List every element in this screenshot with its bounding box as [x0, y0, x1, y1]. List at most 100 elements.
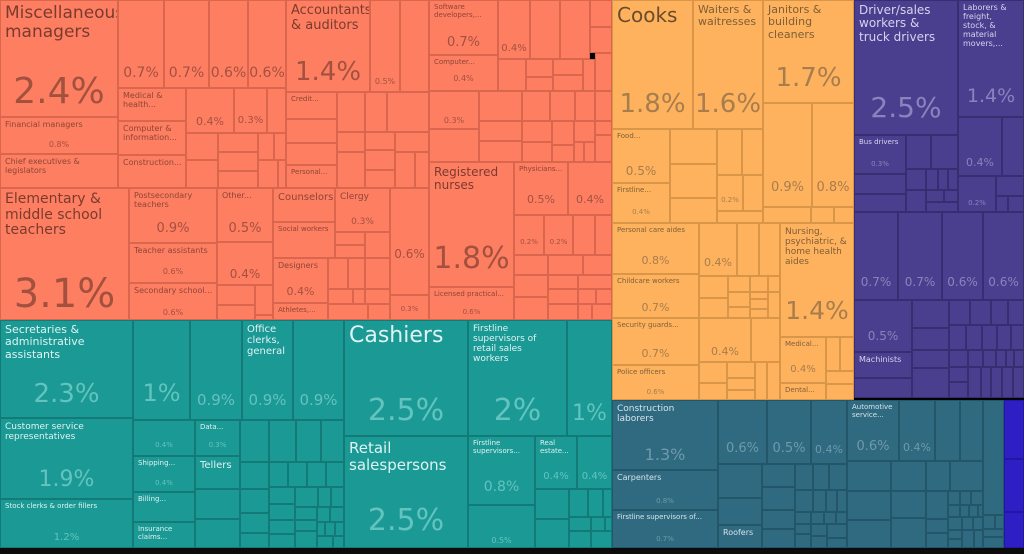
treemap-cell[interactable] — [522, 142, 552, 162]
treemap-cell[interactable] — [912, 368, 949, 398]
treemap-cell[interactable] — [826, 371, 854, 384]
treemap-cell-childcare-workers[interactable]: Childcare workers 0.7% — [612, 274, 699, 318]
treemap-cell[interactable] — [578, 289, 596, 304]
treemap-cell[interactable] — [762, 529, 795, 548]
treemap-cell[interactable] — [590, 27, 612, 53]
treemap-cell[interactable] — [326, 462, 344, 487]
treemap-cell[interactable] — [328, 289, 353, 304]
treemap-cell[interactable] — [948, 491, 960, 505]
treemap-cell[interactable] — [365, 232, 390, 258]
treemap-cell[interactable]: 0.2% — [544, 215, 573, 255]
treemap-cell[interactable] — [948, 517, 962, 530]
treemap-cell[interactable] — [854, 174, 906, 194]
treemap-cell[interactable]: 0.6% — [248, 0, 286, 88]
treemap-cell[interactable] — [574, 121, 595, 142]
treemap-cell[interactable] — [592, 304, 612, 320]
treemap-cell[interactable] — [950, 461, 983, 491]
treemap-cell[interactable] — [269, 420, 296, 462]
treemap-cell[interactable] — [699, 298, 728, 318]
treemap-cell[interactable] — [328, 258, 348, 289]
treemap-cell[interactable] — [255, 315, 273, 320]
treemap-cell[interactable] — [983, 400, 1004, 515]
treemap-cell[interactable] — [1006, 350, 1014, 367]
treemap-cell[interactable]: 0.4% — [217, 242, 273, 285]
treemap-cell[interactable] — [317, 536, 333, 548]
treemap-cell[interactable]: 0.6% — [390, 188, 429, 295]
treemap-cell[interactable] — [479, 141, 522, 162]
treemap-cell[interactable] — [974, 530, 983, 548]
treemap-cell[interactable]: 0.9% — [190, 320, 242, 420]
treemap-cell-registered-nurses[interactable]: Registered nurses 1.8% — [429, 162, 514, 287]
treemap-cell[interactable] — [348, 258, 365, 289]
treemap-cell[interactable] — [240, 513, 269, 533]
treemap-cell[interactable] — [948, 505, 960, 517]
treemap-cell-credit[interactable]: Credit... — [286, 92, 337, 119]
treemap-cell[interactable] — [755, 362, 767, 400]
treemap-cell-postsecondary-teachers[interactable]: Postsecondary teachers 0.9% — [129, 188, 217, 243]
treemap-cell[interactable] — [983, 515, 995, 529]
treemap-cell[interactable] — [267, 88, 286, 133]
treemap-cell[interactable] — [328, 304, 368, 320]
treemap-cell[interactable] — [962, 530, 974, 548]
treemap-cell[interactable] — [365, 132, 395, 150]
treemap-cell[interactable] — [824, 512, 836, 524]
treemap-cell[interactable]: 0.7% — [118, 0, 164, 88]
treemap-cell[interactable] — [926, 169, 938, 190]
treemap-cell-automotive-service[interactable]: Automotive service... 0.6% — [847, 400, 899, 461]
treemap-cell-machinists[interactable]: Machinists — [854, 352, 912, 378]
treemap-cell-real-estate[interactable]: Real estate... 0.4% — [535, 436, 577, 489]
treemap-cell[interactable] — [981, 367, 991, 398]
treemap-cell[interactable] — [365, 150, 395, 170]
treemap-cell[interactable] — [811, 207, 834, 223]
treemap-cell[interactable] — [255, 285, 273, 315]
treemap-cell[interactable] — [218, 152, 258, 171]
treemap-cell[interactable] — [699, 362, 727, 383]
treemap-cell[interactable] — [1008, 300, 1024, 325]
treemap-cell-firstline[interactable]: Firstline... 0.4% — [612, 183, 670, 223]
treemap-cell[interactable] — [906, 169, 926, 190]
treemap-cell[interactable] — [968, 367, 981, 398]
treemap-cell[interactable]: 0.2% — [958, 176, 996, 212]
treemap-cell[interactable] — [750, 276, 768, 292]
treemap-cell-teacher-assistants[interactable]: Teacher assistants 0.6% — [129, 243, 217, 283]
treemap-cell[interactable]: 1% — [567, 320, 612, 436]
treemap-cell-designers[interactable]: Designers 0.4% — [273, 258, 328, 303]
treemap-cell[interactable] — [605, 517, 612, 531]
treemap-cell[interactable] — [575, 91, 595, 121]
treemap-cell[interactable] — [912, 300, 949, 328]
treemap-cell-computer[interactable]: Computer... 0.4% — [429, 55, 498, 91]
treemap-cell[interactable] — [330, 507, 344, 522]
treemap-cell[interactable] — [670, 164, 717, 198]
treemap-cell[interactable] — [962, 517, 973, 530]
treemap-cell[interactable] — [317, 507, 330, 522]
treemap-cell-retail-salespersons[interactable]: Retail salespersons 2.5% — [344, 436, 468, 548]
treemap-cell[interactable] — [906, 190, 926, 212]
treemap-cell[interactable] — [590, 0, 612, 27]
treemap-cell[interactable] — [795, 464, 813, 490]
treemap-cell-elementary-middle-school-teachers[interactable]: Elementary & middle school teachers 3.1% — [0, 188, 129, 320]
treemap-cell[interactable]: 0.4% — [498, 0, 530, 59]
treemap-cell[interactable] — [983, 350, 996, 367]
treemap-cell[interactable] — [891, 491, 926, 518]
treemap-cell[interactable] — [218, 133, 258, 152]
treemap-cell[interactable] — [949, 325, 966, 350]
treemap-cell[interactable] — [335, 232, 365, 245]
treemap-cell[interactable] — [891, 461, 926, 491]
treemap-cell[interactable] — [387, 92, 429, 132]
treemap-cell[interactable] — [944, 190, 958, 202]
treemap-cell-tellers[interactable]: Tellers — [195, 456, 240, 489]
treemap-cell[interactable] — [847, 491, 891, 520]
treemap-cell[interactable] — [569, 531, 591, 548]
treemap-cell[interactable] — [996, 176, 1024, 196]
treemap-cell-personal-care-aides[interactable]: Personal care aides 0.8% — [612, 223, 699, 274]
treemap-cell[interactable]: 0.6% — [718, 400, 767, 464]
treemap-cell[interactable] — [333, 536, 344, 548]
treemap-cell[interactable]: 0.9% — [293, 320, 344, 420]
treemap-cell[interactable] — [186, 133, 218, 160]
treemap-cell[interactable] — [717, 211, 763, 223]
treemap-cell-insurance-claims[interactable]: Insurance claims... — [133, 522, 195, 548]
treemap-cell[interactable] — [847, 520, 891, 548]
treemap-cell[interactable] — [891, 518, 926, 548]
treemap-cell[interactable] — [526, 77, 553, 91]
treemap-cell[interactable]: 0.4% — [811, 400, 847, 464]
